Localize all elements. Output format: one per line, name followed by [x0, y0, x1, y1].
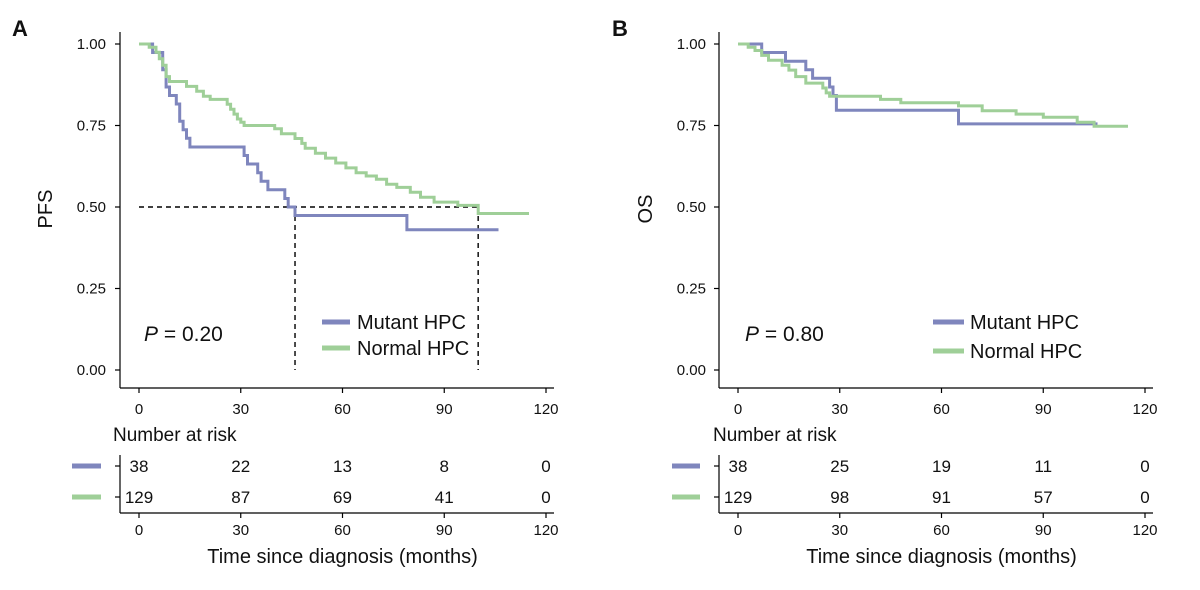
- panel-a-risk-count: 8: [440, 457, 449, 476]
- panel-b-risk-count: 91: [932, 488, 951, 507]
- panel-b-risk-title: Number at risk: [713, 425, 837, 446]
- panel-b: B 0.00 0.25 0.50 0.75 1.00 0 30 60 90 120 OS P = 0.8…: [612, 16, 1158, 568]
- panel-a-risk-x-tick-label: 90: [436, 522, 453, 539]
- panel-b-risk-x-tick-label: 120: [1132, 522, 1157, 539]
- panel-a-y-tick-label: 0.50: [77, 199, 106, 216]
- panel-b-risk-count: 11: [1034, 457, 1052, 476]
- panel-a-x-axis-title: Time since diagnosis (months): [207, 546, 477, 568]
- panel-b-y-tick-label: 0.25: [677, 281, 706, 298]
- panel-a-x-tick-label: 90: [436, 401, 453, 418]
- panel-a-p-label: P: [144, 323, 158, 346]
- panel-a-legend-label-normal-hpc: Normal HPC: [357, 338, 469, 360]
- panel-a-y-tick-label: 0.75: [77, 118, 106, 135]
- panel-b-x-tick-label: 120: [1132, 401, 1157, 418]
- panel-b-y-tick-label: 1.00: [677, 36, 706, 53]
- panel-a-p-value: P = 0.20: [144, 323, 223, 346]
- panel-a-risk-x-tick-label: 120: [533, 522, 558, 539]
- panel-b-risk-count: 19: [932, 457, 951, 476]
- panel-a-curve-normal-hpc: [139, 42, 529, 215]
- panel-b-risk-x-tick-label: 0: [734, 522, 742, 539]
- panel-b-risk-count: 57: [1034, 488, 1053, 507]
- panel-a-risk-count: 38: [130, 457, 149, 476]
- panel-b-p-number: = 0.80: [759, 323, 824, 346]
- panel-b-curve-normal-hpc: [738, 42, 1128, 128]
- panel-b-risk-count: 38: [729, 457, 748, 476]
- panel-b-risk-count: 98: [830, 488, 849, 507]
- panel-a-risk-x-tick-label: 0: [135, 522, 143, 539]
- panel-a-risk-count: 129: [125, 488, 153, 507]
- panel-b-x-tick-label: 60: [933, 401, 950, 418]
- panel-a-risk-x-tick-label: 30: [232, 522, 249, 539]
- panel-b-y-axis-title: OS: [635, 195, 657, 224]
- panel-b-risk-count: 0: [1140, 457, 1149, 476]
- panel-b-legend-label-mutant-hpc: Mutant HPC: [970, 312, 1079, 334]
- panel-a-y-tick-label: 0.25: [77, 281, 106, 298]
- panel-b-x-tick-label: 0: [734, 401, 742, 418]
- panel-b-y-tick-label: 0.75: [677, 118, 706, 135]
- panel-b-risk-x-tick-label: 60: [933, 522, 950, 539]
- panel-b-risk-count: 25: [830, 457, 849, 476]
- panel-a-p-number: = 0.20: [158, 323, 223, 346]
- panel-b-risk-x-tick-label: 30: [831, 522, 848, 539]
- panel-b-y-tick-label: 0.00: [677, 362, 706, 379]
- panel-a-risk-count: 13: [333, 457, 352, 476]
- panel-a-x-tick-label: 30: [232, 401, 249, 418]
- panel-a-legend-label-mutant-hpc: Mutant HPC: [357, 312, 466, 334]
- panel-a-risk-count: 87: [231, 488, 250, 507]
- panel-b-x-tick-label: 30: [831, 401, 848, 418]
- panel-b-risk-x-tick-label: 90: [1035, 522, 1052, 539]
- panel-a-risk-count: 69: [333, 488, 352, 507]
- panel-a-y-axis-title: PFS: [35, 190, 57, 229]
- panel-a-x-tick-label: 120: [533, 401, 558, 418]
- panel-b-risk-count: 0: [1140, 488, 1149, 507]
- panel-b-risk-count: 129: [724, 488, 752, 507]
- panel-b-p-value: P = 0.80: [745, 323, 824, 346]
- panel-a-x-tick-label: 0: [135, 401, 143, 418]
- panel-b-letter: B: [612, 16, 628, 41]
- panel-a-x-tick-label: 60: [334, 401, 351, 418]
- panel-b-x-axis-title: Time since diagnosis (months): [806, 546, 1076, 568]
- panel-b-y-tick-label: 0.50: [677, 199, 706, 216]
- panel-b-legend-label-normal-hpc: Normal HPC: [970, 341, 1082, 363]
- panel-a-risk-count: 41: [435, 488, 454, 507]
- panel-a-curve-mutant-hpc: [139, 42, 499, 232]
- panel-a-risk-title: Number at risk: [113, 425, 237, 446]
- panel-a-y-tick-label: 0.00: [77, 362, 106, 379]
- panel-a-risk-count: 22: [231, 457, 250, 476]
- panel-a: A 0.00 0.25 0.50 0.75 1.00 0 30 60 90 120 PFS P = 0.…: [12, 16, 559, 568]
- panel-b-p-label: P: [745, 323, 759, 346]
- panel-a-letter: A: [12, 16, 28, 41]
- panel-a-risk-count: 0: [541, 488, 550, 507]
- panel-b-x-tick-label: 90: [1035, 401, 1052, 418]
- panel-a-risk-x-tick-label: 60: [334, 522, 351, 539]
- panel-a-y-tick-label: 1.00: [77, 36, 106, 53]
- panel-a-risk-count: 0: [541, 457, 550, 476]
- panel-b-curve-mutant-hpc: [738, 42, 1098, 126]
